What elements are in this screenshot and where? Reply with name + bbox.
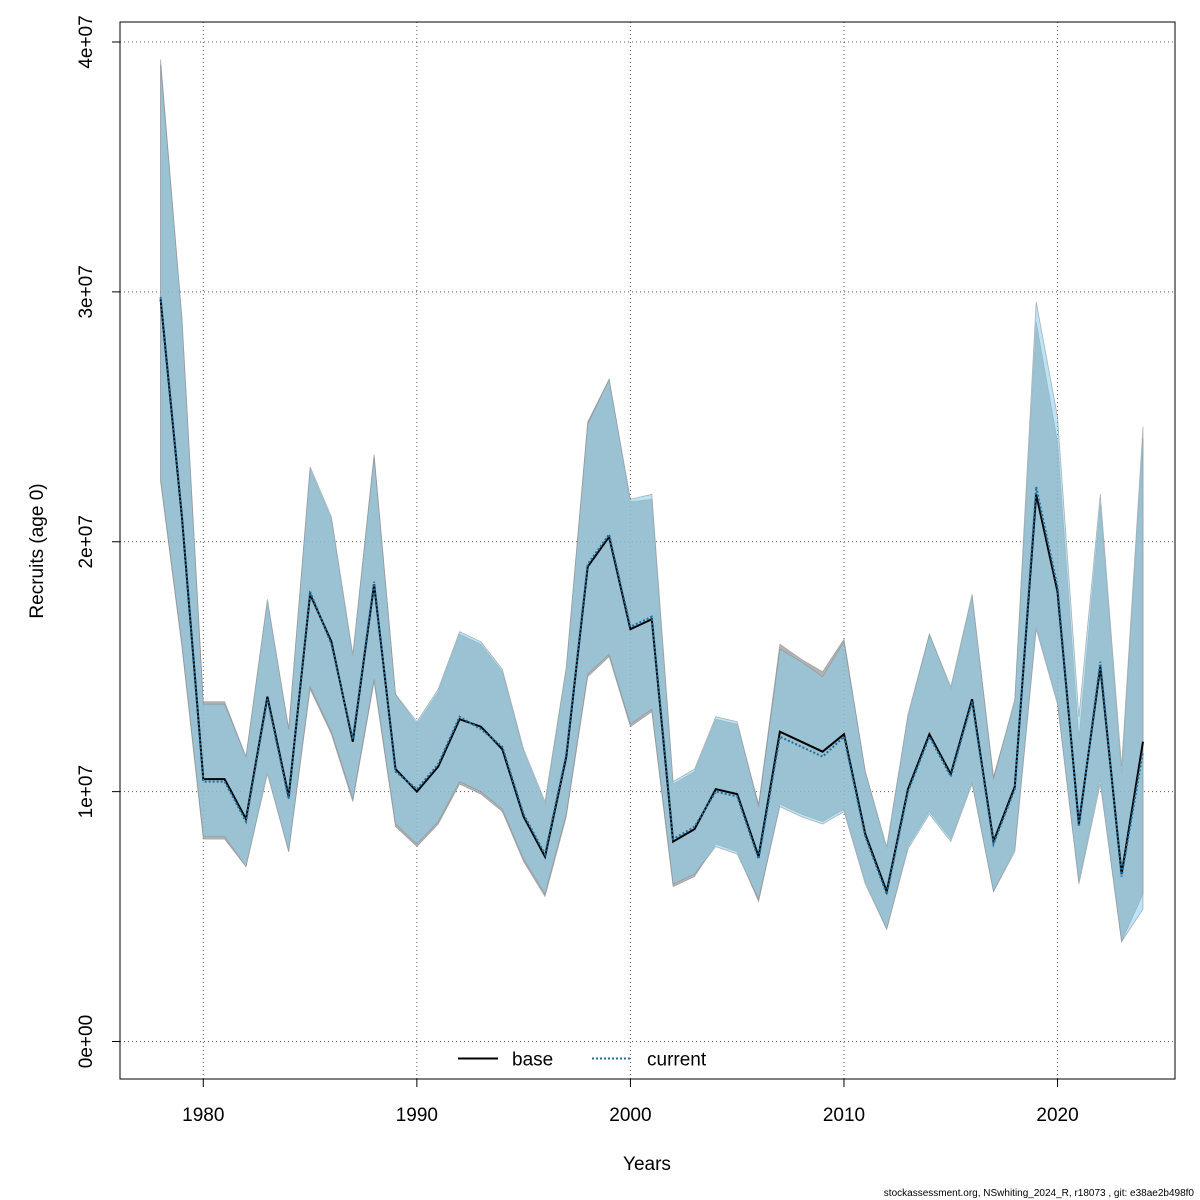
- footnote: stockassessment.org, NSwhiting_2024_R, r…: [884, 1188, 1195, 1199]
- y-tick-label: 3e+07: [76, 265, 97, 318]
- legend: base current: [458, 1050, 707, 1071]
- x-axis-label: Years: [623, 1154, 671, 1175]
- x-tick-label: 1990: [396, 1105, 438, 1126]
- y-tick-label: 4e+07: [76, 15, 97, 68]
- y-tick-label: 1e+07: [76, 765, 97, 818]
- x-tick-label: 2010: [823, 1105, 865, 1126]
- confidence-band-current: [160, 64, 1144, 943]
- axes: 1980 1990 2000 2010 2020 0e+00 1e+07 2e+07 3e+07…: [76, 15, 1079, 1126]
- confidence-bands: [160, 59, 1144, 944]
- series-line-current: [159, 296, 1144, 898]
- x-tick-label: 1980: [182, 1105, 224, 1126]
- legend-label-current: current: [647, 1050, 707, 1071]
- x-tick-label: 2000: [609, 1105, 651, 1126]
- y-tick-label: 0e+00: [76, 1015, 97, 1068]
- series-lines: [159, 296, 1144, 898]
- legend-label-base: base: [512, 1050, 553, 1071]
- y-tick-label: 2e+07: [76, 515, 97, 568]
- y-axis-label: Recruits (age 0): [27, 483, 48, 618]
- x-tick-label: 2020: [1036, 1105, 1078, 1126]
